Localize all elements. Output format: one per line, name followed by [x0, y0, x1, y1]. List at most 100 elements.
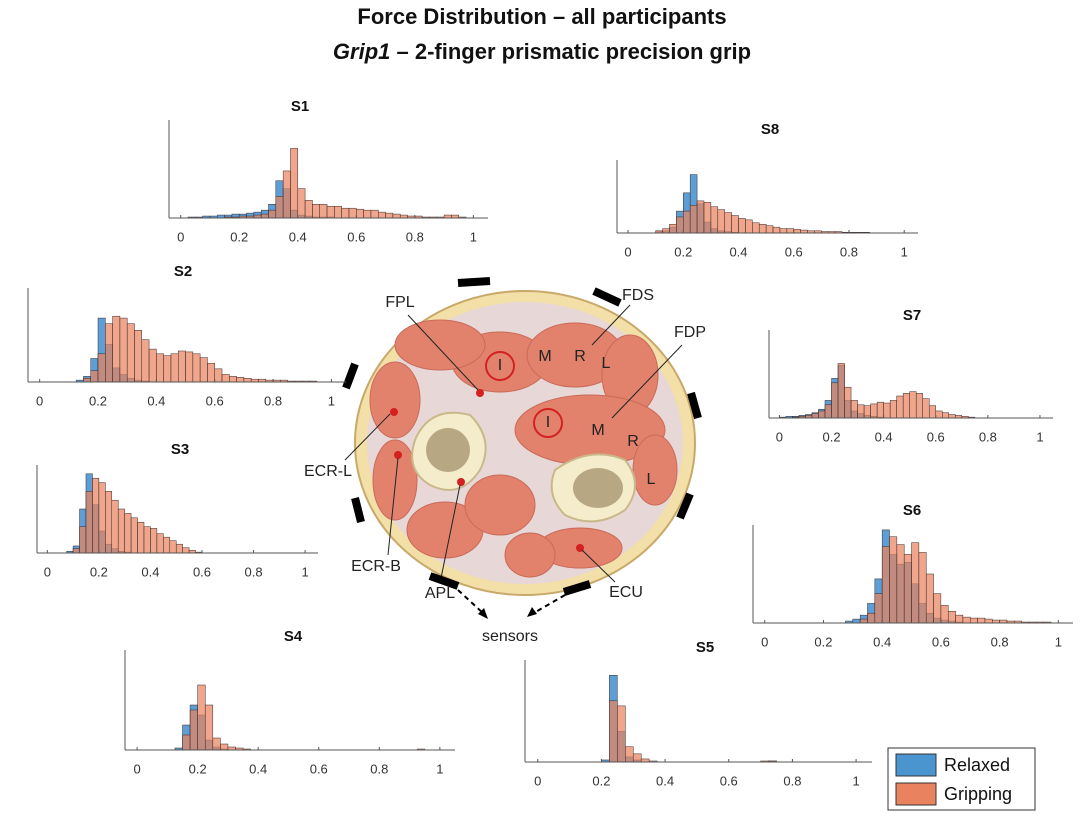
bar — [837, 363, 845, 419]
bar — [896, 544, 905, 624]
sensor — [457, 277, 491, 287]
leader — [407, 314, 479, 391]
sensors-marks — [342, 277, 702, 596]
muscle — [369, 361, 421, 439]
bar — [902, 393, 910, 419]
leader — [611, 344, 683, 419]
bar — [72, 548, 80, 554]
bar — [933, 593, 942, 624]
chart-title: S1 — [291, 98, 309, 115]
x-tick-label: 0.6 — [193, 564, 211, 579]
bar — [857, 404, 865, 419]
bar — [97, 353, 106, 383]
chart-title: S7 — [903, 307, 921, 324]
legend: Relaxed Gripping — [887, 747, 1036, 811]
bar — [977, 617, 986, 624]
bar — [182, 547, 190, 554]
bar — [676, 216, 684, 234]
bar — [745, 219, 753, 234]
diagram-label: R — [627, 433, 639, 450]
bar — [304, 200, 313, 219]
bar — [876, 401, 884, 419]
x-tick-label: 0 — [177, 229, 184, 244]
leader — [439, 484, 461, 584]
diagram-label: M — [538, 348, 551, 365]
bar — [90, 370, 99, 383]
bar — [867, 612, 876, 624]
x-tick-label: 0.2 — [230, 229, 248, 244]
legend-swatch — [895, 753, 937, 777]
diagram-label: L — [602, 355, 611, 372]
figure-title: Force Distribution – all participants — [357, 4, 726, 29]
bar — [348, 207, 357, 219]
bar — [609, 700, 618, 763]
bar — [199, 357, 208, 383]
x-tick-label: 0.6 — [720, 773, 738, 788]
bar — [717, 209, 725, 234]
bar — [319, 204, 328, 219]
leader — [581, 549, 616, 583]
bar — [948, 414, 956, 419]
bar — [824, 404, 832, 419]
histogram: S7 0 0.2 0.4 0.6 0.8 1 — [768, 307, 1053, 444]
x-tick-label: 0.6 — [310, 761, 328, 776]
bar — [689, 205, 698, 234]
x-tick-label: 0.2 — [90, 564, 108, 579]
bar — [105, 323, 113, 383]
bar — [207, 362, 215, 383]
x-tick-label: 0.4 — [729, 244, 747, 259]
bar — [940, 605, 949, 624]
x-tick-label: 0 — [776, 429, 783, 444]
x-tick-label: 1 — [852, 773, 859, 788]
bar — [669, 223, 677, 234]
muscle — [504, 532, 556, 578]
subtitle-desc: – 2-finger prismatic precision grip — [397, 39, 752, 64]
bar — [112, 315, 121, 383]
bar — [175, 543, 183, 554]
bar — [928, 405, 937, 419]
bar — [170, 353, 179, 383]
subtitle-grip: Grip1 — [333, 39, 390, 64]
diagram-label: FDP — [674, 324, 706, 341]
histogram: S2 0 0.2 0.4 0.6 0.8 1 — [27, 263, 346, 408]
bar — [392, 213, 401, 219]
histogram: S5 0 0.2 0.4 0.6 0.8 1 — [524, 639, 872, 788]
x-tick-label: 0 — [44, 564, 51, 579]
bar — [922, 398, 930, 419]
diagram-label: FDS — [622, 287, 654, 304]
x-tick-label: 1 — [470, 229, 477, 244]
x-tick-label: 0.6 — [927, 429, 945, 444]
x-tick-label: 0 — [624, 244, 631, 259]
bar — [83, 377, 91, 383]
bar — [935, 410, 943, 419]
x-tick-label: 0.8 — [264, 393, 282, 408]
bar — [297, 188, 306, 219]
x-tick-label: 0.4 — [249, 761, 267, 776]
diagram-label: L — [647, 471, 656, 488]
bar — [969, 617, 978, 624]
bar — [779, 228, 788, 234]
bar — [793, 229, 801, 234]
chart-title: S2 — [174, 263, 192, 280]
bar — [738, 218, 746, 234]
arrowhead — [527, 607, 537, 617]
diagram-label: M — [591, 422, 604, 439]
bar — [220, 743, 229, 751]
leader-lines — [344, 304, 683, 584]
bar — [260, 213, 269, 219]
bar — [156, 533, 164, 554]
bar — [955, 614, 964, 624]
bar — [119, 317, 128, 383]
diagram-label: I — [498, 357, 502, 374]
bar — [124, 513, 132, 554]
leader — [344, 413, 391, 461]
ulna-marrow — [573, 468, 623, 508]
sensor — [562, 580, 592, 596]
x-tick-label: 0.2 — [592, 773, 610, 788]
arrow — [531, 594, 566, 615]
bar — [130, 517, 138, 554]
x-tick-label: 0.4 — [875, 429, 893, 444]
x-tick-label: 0.4 — [873, 634, 891, 649]
diagram-label: sensors — [482, 628, 538, 645]
